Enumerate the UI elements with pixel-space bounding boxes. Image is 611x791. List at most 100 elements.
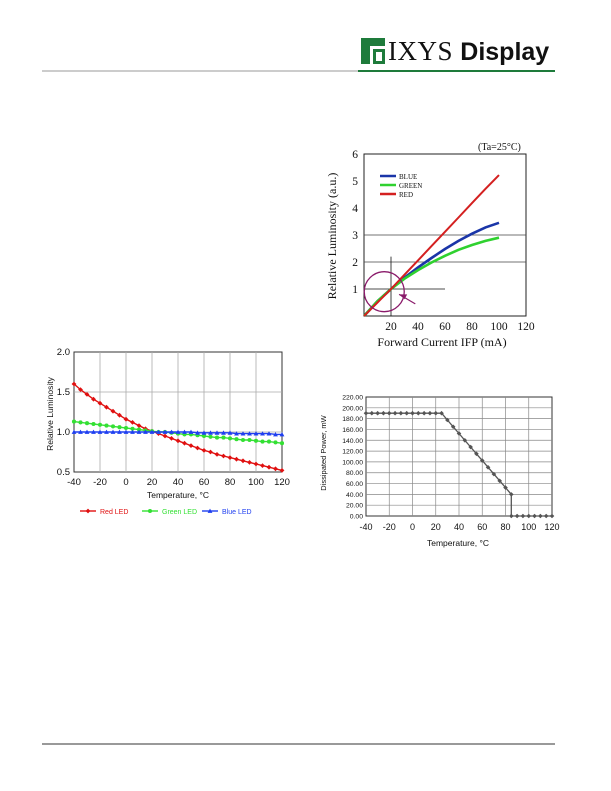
chart2-point-blue-led [130,429,135,434]
chart3-point [439,410,444,416]
chart2-point-green-led [91,421,96,427]
brand-suffix: Display [460,38,550,66]
chart3-grid [365,396,553,517]
chart3-x-tick-label: 20 [431,522,441,532]
chart3-x-axis-label: Temperature, °C [427,538,489,548]
chart2-point-blue-led [227,430,233,435]
chart2-y-tick-label: 1.5 [57,387,70,398]
chart3-x-tick-label: 0 [410,522,415,532]
chart2-point-blue-led [169,429,174,434]
chart3-series-line [366,412,552,517]
brand-logo-text: IXYS Display [388,36,549,67]
chart2-point-blue-led [273,432,278,437]
chart2-point-green-led [71,419,77,424]
chart3-point [392,410,398,416]
chart2-point-red-led [201,448,207,453]
chart2-point-blue-led [117,429,122,434]
chart2-point-green-led [208,434,213,439]
chart2-legend-marker-red-led [85,508,91,514]
chart1-y-tick-label: 4 [352,203,358,215]
chart2-point-blue-led [234,431,239,436]
chart2-point-red-led [175,438,181,444]
chart1-legend-label: RED [399,191,413,199]
chart1-y-tick-label: 1 [352,284,358,296]
chart1-x-tick-label: 120 [517,321,535,333]
chart2-point-green-led [78,420,83,425]
chart3-y-tick-label: 40.00 [346,492,363,499]
chart1-x-tick-label: 20 [385,321,397,333]
chart3-point [381,410,386,416]
chart3-y-tick-label: 180.00 [342,416,363,423]
chart1-x-axis-label: Forward Current IFP (mA) [377,335,506,349]
chart2-point-blue-led [97,429,103,434]
chart3-y-tick-label: 100.00 [342,459,363,466]
chart2-point-red-led [130,420,135,425]
chart3-y-tick-label: 80.00 [346,470,363,477]
chart3-point [398,410,404,416]
chart2-x-tick-label: -40 [67,477,81,488]
chart1-x-tick-label: 40 [412,321,424,333]
chart2-point-green-led [227,436,233,441]
chart1-y-tick-label: 2 [352,257,358,269]
chart2-x-tick-label: 60 [199,477,210,488]
chart2-point-blue-led [208,430,213,435]
chart3-point [386,410,392,416]
chart2-point-green-led [201,433,207,439]
chart2-point-blue-led [175,429,181,434]
chart2-y-tick-label: 0.5 [57,467,70,478]
chart3-point [363,410,369,416]
chart2-legend-label: Green LED [162,509,197,516]
chart2-point-red-led [78,387,83,392]
chart2-point-red-led [240,458,246,464]
chart2-point-green-led [84,421,90,426]
chart1-tick-labels: 20 40 60 80 100 120 1 2 3 4 5 6 [352,149,535,333]
chart3-y-tick-label: 60.00 [346,481,363,488]
chart3-point [421,410,427,416]
chart2-point-blue-led [149,429,155,434]
chart2-point-red-led [260,463,265,468]
chart3-y-tick-label: 20.00 [346,503,363,510]
chart2-point-red-led [214,452,220,457]
chart2-x-tick-label: -20 [93,477,107,488]
chart2-point-red-led [117,412,122,418]
chart2-point-red-led [227,455,233,460]
chart2-point-blue-led [260,431,265,436]
chart2-grid [73,351,283,473]
chart3-x-tick-label: 120 [544,522,559,532]
chart2-point-blue-led [240,431,246,436]
chart1-legend-label: BLUE [399,173,417,181]
chart2-point-red-led [84,392,90,397]
chart2-point-green-led [266,439,272,444]
chart2-point-green-led [273,440,278,445]
chart2-point-blue-led [253,431,259,436]
chart2-point-green-led [117,425,122,430]
chart-luminosity-vs-temperature: -40 -20 0 20 40 60 80 100 120 0.5 1.0 1.5 2.0 Red LE… [45,347,290,516]
brand-logo-icon [360,36,386,66]
chart2-point-blue-led [104,429,109,434]
chart2-point-blue-led [247,431,252,436]
chart1-series-line-red [363,174,500,317]
chart2-point-blue-led [201,430,207,435]
chart3-y-tick-label: 160.00 [342,427,363,434]
chart2-point-red-led [182,440,187,446]
chart3-y-tick-label: 140.00 [342,438,363,445]
chart2-point-red-led [234,456,239,462]
chart3-x-tick-label: 40 [454,522,464,532]
chart2-legend-label: Red LED [100,509,128,516]
chart1-legend-label: GREEN [399,182,422,190]
chart3-point [433,410,439,416]
chart2-point-red-led [110,408,116,414]
chart2-x-tick-label: 0 [123,477,128,488]
chart2-point-green-led [253,438,259,443]
chart2-point-green-led [279,441,285,446]
chart2-point-red-led [169,436,174,441]
chart3-x-tick-label: 80 [500,522,510,532]
chart2-point-red-led [91,396,96,402]
chart2-point-blue-led [182,429,187,434]
chart3-point [404,410,409,416]
chart3-point [410,410,415,416]
chart3-point [497,478,502,484]
